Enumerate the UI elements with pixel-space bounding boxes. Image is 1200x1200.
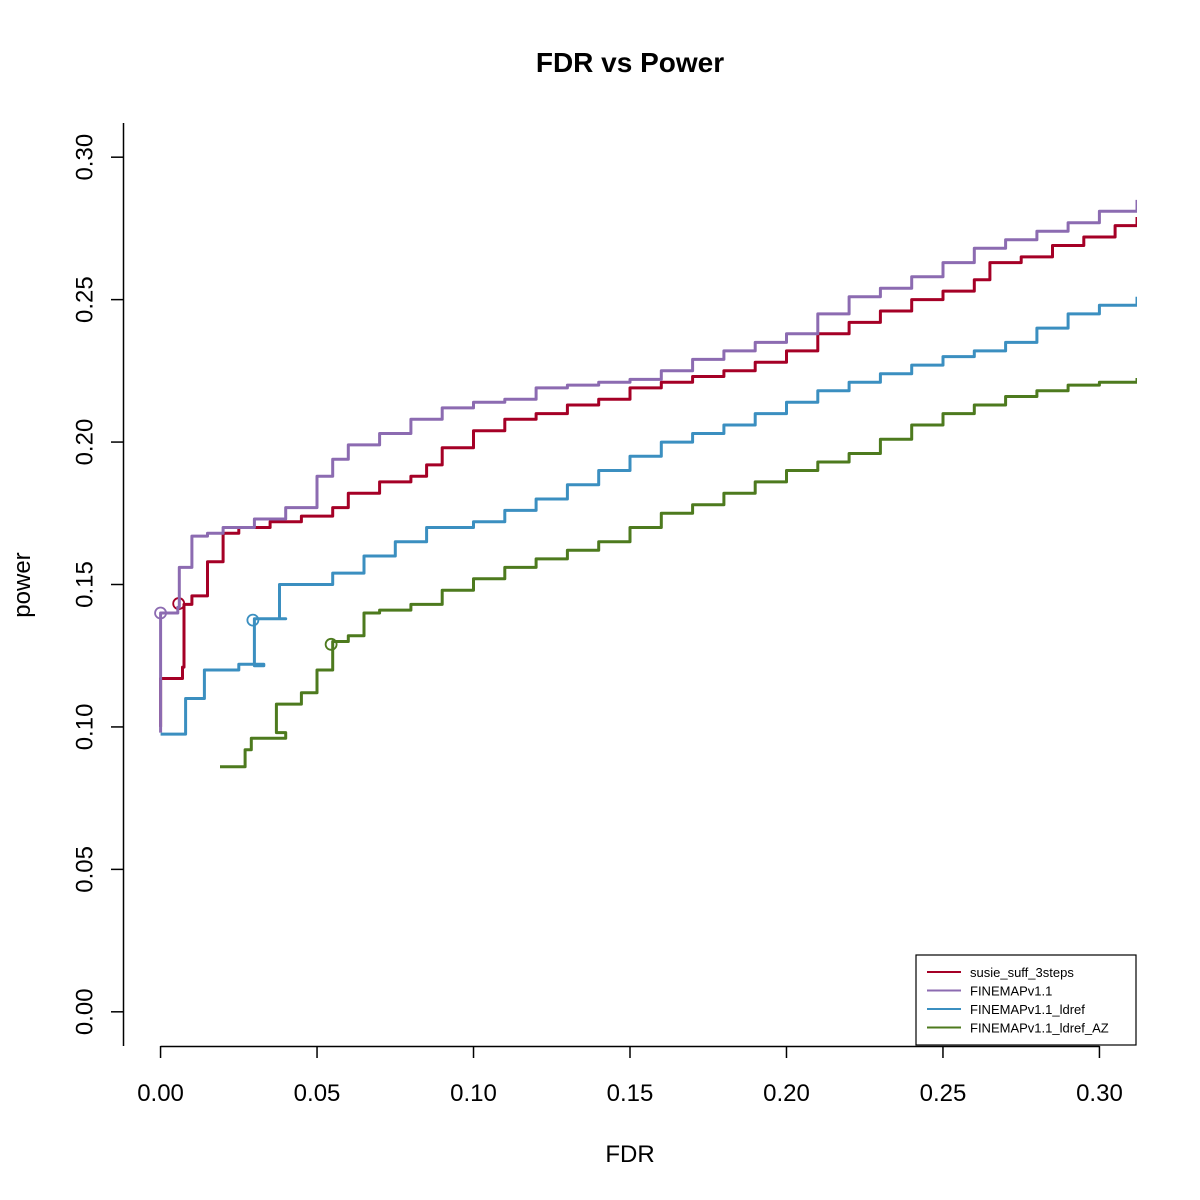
x-tick-label: 0.15	[607, 1080, 654, 1107]
axes: 0.00 0.05 0.10 0.15 0.20 0.25 0.30 0.00 0.05 0.10…	[71, 123, 1123, 1107]
chart-title: FDR vs Power	[536, 47, 724, 78]
x-axis-label: FDR	[605, 1141, 654, 1168]
y-tick-label: 0.00	[71, 988, 98, 1035]
series-line-1	[159, 199, 1137, 733]
y-tick-label: 0.10	[71, 704, 98, 751]
legend: susie_suff_3steps FINEMAPv1.1 FINEMAPv1.1_…	[915, 954, 1137, 1046]
x-tick-label: 0.25	[920, 1080, 967, 1107]
series-marker-1	[154, 606, 167, 620]
legend-label-0: susie_suff_3steps	[970, 965, 1074, 980]
legend-label-1: FINEMAPv1.1	[970, 984, 1052, 999]
series-line-3	[220, 378, 1137, 769]
y-tick-label: 0.05	[71, 846, 98, 893]
y-tick-label: 0.25	[71, 276, 98, 323]
x-tick-label: 0.00	[137, 1080, 184, 1107]
legend-box	[915, 954, 1137, 1046]
series-marker-2	[246, 613, 260, 627]
y-tick-label: 0.15	[71, 561, 98, 608]
y-tick-label: 0.30	[71, 134, 98, 181]
x-tick-label: 0.20	[763, 1080, 810, 1107]
series-layer	[154, 199, 1137, 769]
x-tick-label: 0.10	[450, 1080, 497, 1107]
series-marker-3	[324, 637, 338, 651]
y-axis-label: power	[9, 552, 36, 617]
series-line-0	[159, 217, 1137, 727]
y-tick-label: 0.20	[71, 419, 98, 466]
legend-label-3: FINEMAPv1.1_ldref_AZ	[970, 1021, 1109, 1036]
x-tick-label: 0.05	[294, 1080, 341, 1107]
legend-label-2: FINEMAPv1.1_ldref	[970, 1002, 1085, 1017]
series-line-2	[160, 296, 1137, 736]
x-tick-label: 0.30	[1076, 1080, 1123, 1107]
